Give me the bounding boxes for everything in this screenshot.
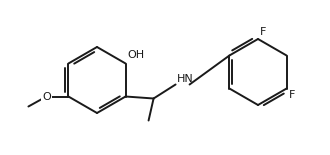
Text: F: F [288,91,295,100]
Text: OH: OH [128,49,145,60]
Text: F: F [260,27,266,37]
Text: O: O [42,91,51,102]
Text: HN: HN [177,73,193,84]
